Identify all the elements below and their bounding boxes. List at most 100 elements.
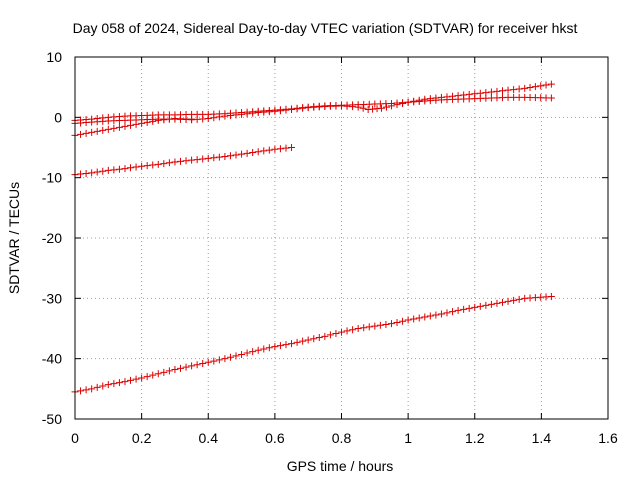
data-point (138, 374, 146, 382)
data-point (404, 98, 412, 106)
data-point (547, 94, 555, 102)
data-point (387, 320, 395, 328)
data-point (204, 115, 212, 123)
data-point-interp (232, 352, 240, 360)
data-point (404, 316, 412, 324)
x-tick-label: 1.4 (532, 430, 552, 446)
data-point-interp (399, 99, 407, 107)
tick-labels: 0 0.2 0.4 0.6 0.8 1 1.2 1.4 1.6 -50 -40 -30 -20 -10 0 1… (42, 49, 618, 446)
x-tick-label: 1 (404, 430, 412, 446)
data-point (188, 362, 196, 370)
data-point (121, 378, 129, 386)
data-point-interp (531, 83, 539, 91)
data-point (504, 86, 512, 94)
data-point-interp (99, 382, 107, 390)
data-point-interp (359, 104, 367, 112)
data-point-interp (93, 383, 101, 391)
y-tick-label: 10 (46, 49, 62, 65)
data-point (521, 84, 529, 92)
chart-title: Day 058 of 2024, Sidereal Day-to-day VTE… (73, 20, 578, 36)
data-point (104, 166, 112, 174)
data-point-interp (510, 296, 518, 304)
data-point-interp (82, 129, 90, 137)
data-point-interp (165, 115, 173, 123)
data-point-interp (282, 144, 290, 152)
data-point-interp (243, 349, 251, 357)
data-point (288, 340, 296, 348)
y-tick-label: -50 (42, 411, 62, 427)
data-point-interp (332, 330, 340, 338)
data-point-interp (415, 96, 423, 104)
data-point (104, 381, 112, 389)
data-point-interp (82, 169, 90, 177)
data-point-interp (360, 324, 368, 332)
y-axis-label: SDTVAR / TECUs (6, 182, 22, 294)
data-point-interp (127, 376, 135, 384)
data-point-interp (99, 126, 107, 134)
data-point-interp (276, 107, 284, 115)
y-tick-label: -30 (42, 290, 62, 306)
data-point (304, 336, 312, 344)
data-point (204, 358, 212, 366)
data-point (121, 165, 129, 173)
data-point-interp (215, 113, 223, 121)
x-tick-label: 1.2 (465, 430, 485, 446)
data-point (88, 128, 96, 136)
data-point (138, 162, 146, 170)
data-point-interp (226, 353, 234, 361)
data-point-interp (77, 170, 85, 178)
data-point-interp (476, 89, 484, 97)
data-point (471, 303, 479, 311)
data-point-interp (399, 317, 407, 325)
data-point-interp (93, 168, 101, 176)
data-point-interp (127, 121, 135, 129)
data-point (171, 158, 179, 166)
data-point-interp (299, 104, 307, 112)
data-point (271, 343, 279, 351)
data-point-interp (393, 101, 401, 109)
data-point (437, 310, 445, 318)
data-point-interp (182, 157, 190, 165)
data-point-interp (460, 305, 468, 313)
data-point-interp (232, 111, 240, 119)
data-point-interp (127, 164, 135, 172)
data-point (221, 112, 229, 120)
data-point (104, 125, 112, 133)
data-point (88, 385, 96, 393)
data-point-interp (499, 87, 507, 95)
data-point (338, 328, 345, 336)
x-tick-label: 0.2 (132, 430, 152, 446)
grid (75, 57, 608, 419)
data-point-interp (482, 89, 490, 97)
data-point-interp (160, 160, 168, 168)
data-point-interp (265, 344, 273, 352)
data-point-interp (77, 387, 85, 395)
data-point-interp (132, 163, 140, 171)
data-point-interp (115, 379, 123, 387)
data-point-interp (77, 130, 85, 138)
data-point-interp (426, 312, 434, 320)
data-point-interp (293, 338, 301, 346)
data-point (154, 116, 162, 124)
data-point (154, 370, 162, 378)
data-point-interp (165, 367, 173, 375)
data-point-interp (432, 311, 440, 319)
data-point-interp (343, 327, 351, 335)
data-point-interp (393, 318, 401, 326)
data-point-interp (449, 92, 457, 100)
data-point-interp (482, 301, 490, 309)
data-point-interp (249, 149, 257, 157)
data-point-interp (282, 341, 290, 349)
data-point-interp (193, 156, 201, 164)
data-point (387, 102, 395, 110)
data-point-interp (210, 114, 218, 122)
data-point-interp (537, 82, 545, 90)
data-point (88, 169, 96, 177)
data-point-interp (110, 166, 118, 174)
data-point-interp (115, 123, 123, 131)
data-point-interp (376, 321, 384, 329)
data-point (547, 80, 555, 88)
x-tick-label: 0.8 (332, 430, 352, 446)
